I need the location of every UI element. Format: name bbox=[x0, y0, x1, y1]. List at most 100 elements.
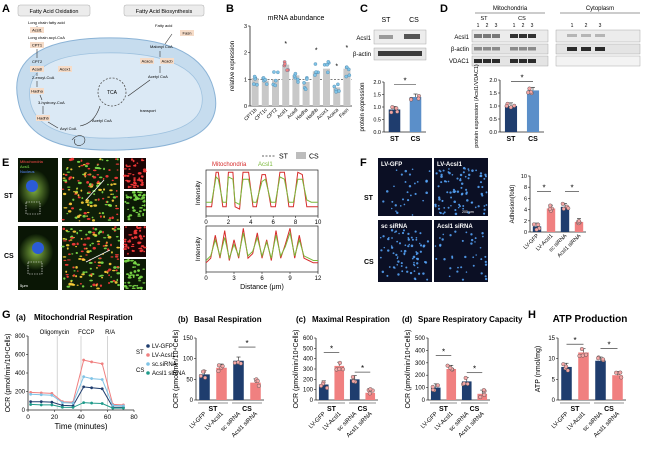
fluorescence-spot bbox=[94, 261, 96, 264]
fluorescence-spot bbox=[102, 197, 105, 200]
adherent-cell bbox=[441, 238, 444, 241]
data-point bbox=[203, 375, 208, 380]
fluorescence-spot bbox=[105, 159, 109, 162]
data-point bbox=[368, 387, 373, 392]
y-tick-label: 4 bbox=[524, 208, 527, 214]
adherent-cell bbox=[451, 256, 454, 259]
data-point bbox=[336, 82, 340, 87]
adherent-cell bbox=[394, 204, 397, 207]
fluorescence-spot bbox=[92, 169, 97, 172]
fluorescence-spot bbox=[76, 160, 81, 163]
adherent-cell bbox=[459, 205, 461, 208]
bar bbox=[365, 392, 376, 400]
fluorescence-spot bbox=[73, 274, 76, 277]
fluorescence-spot bbox=[111, 251, 113, 254]
bar bbox=[216, 367, 227, 400]
data-point bbox=[350, 375, 355, 380]
adherent-cell bbox=[401, 231, 405, 235]
adherent-cell bbox=[416, 266, 419, 269]
data-point bbox=[326, 70, 330, 75]
adherent-cell bbox=[464, 175, 467, 178]
adherent-cell bbox=[395, 169, 398, 171]
adherent-cell bbox=[383, 246, 386, 249]
fluorescence-spot bbox=[131, 206, 135, 209]
lane-number: 3 bbox=[531, 23, 534, 29]
adherent-cell bbox=[398, 232, 400, 235]
g-c-title: Maximal Respiration bbox=[312, 315, 390, 324]
data-point bbox=[252, 74, 257, 79]
fluorescence-spot bbox=[80, 189, 83, 192]
data-point bbox=[504, 104, 509, 109]
adherent-cell bbox=[434, 245, 437, 247]
adherent-cell bbox=[413, 264, 416, 267]
oxidation-title-box bbox=[17, 4, 91, 17]
fluorescence-spot bbox=[71, 242, 76, 246]
fluorescence-spot bbox=[63, 207, 68, 209]
fluorescence-spot bbox=[115, 205, 118, 207]
fluorescence-spot bbox=[143, 204, 146, 207]
fluorescence-spot bbox=[98, 188, 102, 192]
data-point bbox=[565, 368, 570, 373]
fluorescence-spot bbox=[138, 280, 142, 282]
fluorescence-spot bbox=[143, 226, 146, 229]
fluorescence-spot bbox=[87, 191, 92, 193]
adherent-cell bbox=[403, 249, 407, 253]
label-cpt1: CPT1 bbox=[32, 43, 43, 48]
data-point bbox=[303, 87, 308, 91]
beta-oxidation-spiral bbox=[71, 135, 86, 146]
x-tick-label: 20 bbox=[51, 414, 59, 421]
fluorescence-spot bbox=[110, 280, 114, 283]
fluorescence-spot bbox=[130, 158, 134, 161]
data-point bbox=[332, 84, 337, 89]
fluorescence-spot bbox=[101, 159, 104, 161]
fluorescence-spot bbox=[88, 185, 91, 188]
fluorescence-spot bbox=[92, 246, 96, 250]
fluorescence-spot bbox=[143, 250, 146, 253]
chart-g-a: 0 200 400 600 800 0 20 40 60 80 Oligomycin FCCP R/A L… bbox=[5, 330, 185, 431]
adherent-cell bbox=[440, 175, 443, 178]
data-point bbox=[526, 90, 531, 95]
fluorescence-spot bbox=[97, 198, 100, 201]
adherent-cell bbox=[404, 181, 407, 183]
adherent-cell bbox=[441, 200, 444, 202]
adherent-cell bbox=[474, 237, 477, 240]
adherent-cell bbox=[406, 191, 409, 194]
data-point bbox=[276, 70, 280, 75]
legend-label: LV-GFP bbox=[152, 344, 173, 350]
fluorescence-spot bbox=[96, 164, 99, 167]
fluorescence-spot bbox=[116, 278, 119, 282]
fluorescence-spot bbox=[66, 285, 71, 288]
fluorescence-spot bbox=[127, 217, 131, 221]
ocr-point bbox=[29, 392, 33, 396]
fluorescence-spot bbox=[108, 169, 111, 171]
fluorescence-spot bbox=[76, 215, 80, 219]
actin-band bbox=[567, 47, 577, 51]
data-point bbox=[619, 375, 624, 380]
panel-letter-a: A bbox=[2, 3, 10, 15]
adherent-cell bbox=[465, 231, 468, 234]
data-point bbox=[340, 367, 345, 372]
fluorescence-spot bbox=[142, 168, 147, 171]
data-point bbox=[347, 73, 352, 77]
fluorescence-spot bbox=[107, 235, 112, 239]
cpt1-box bbox=[30, 42, 44, 48]
fluorescence-spot bbox=[92, 283, 96, 287]
blot-c-label-acsl1: Acsl1 bbox=[356, 36, 371, 42]
fluorescence-spot bbox=[134, 266, 137, 268]
panel-g: G (a) Mitochondrial Respiration 02004006… bbox=[2, 309, 523, 439]
fluorescence-spot bbox=[91, 216, 94, 219]
fluorescence-spot bbox=[72, 198, 75, 201]
fluorescence-spot bbox=[66, 275, 69, 278]
data-point bbox=[252, 82, 256, 86]
y-tick-label: 2 bbox=[524, 219, 527, 225]
data-point bbox=[256, 383, 261, 388]
e-legend-mito: Mitochondria bbox=[212, 162, 247, 168]
y-tick-label: 6 bbox=[524, 196, 527, 202]
label-malonyl: Malonyl CoA bbox=[150, 44, 173, 49]
adherent-cell bbox=[484, 260, 487, 264]
fluorescence-spot bbox=[96, 174, 100, 176]
adherent-cell bbox=[401, 198, 405, 201]
fluorescence-spot bbox=[137, 193, 142, 197]
data-point bbox=[395, 109, 400, 114]
data-point bbox=[600, 357, 605, 362]
